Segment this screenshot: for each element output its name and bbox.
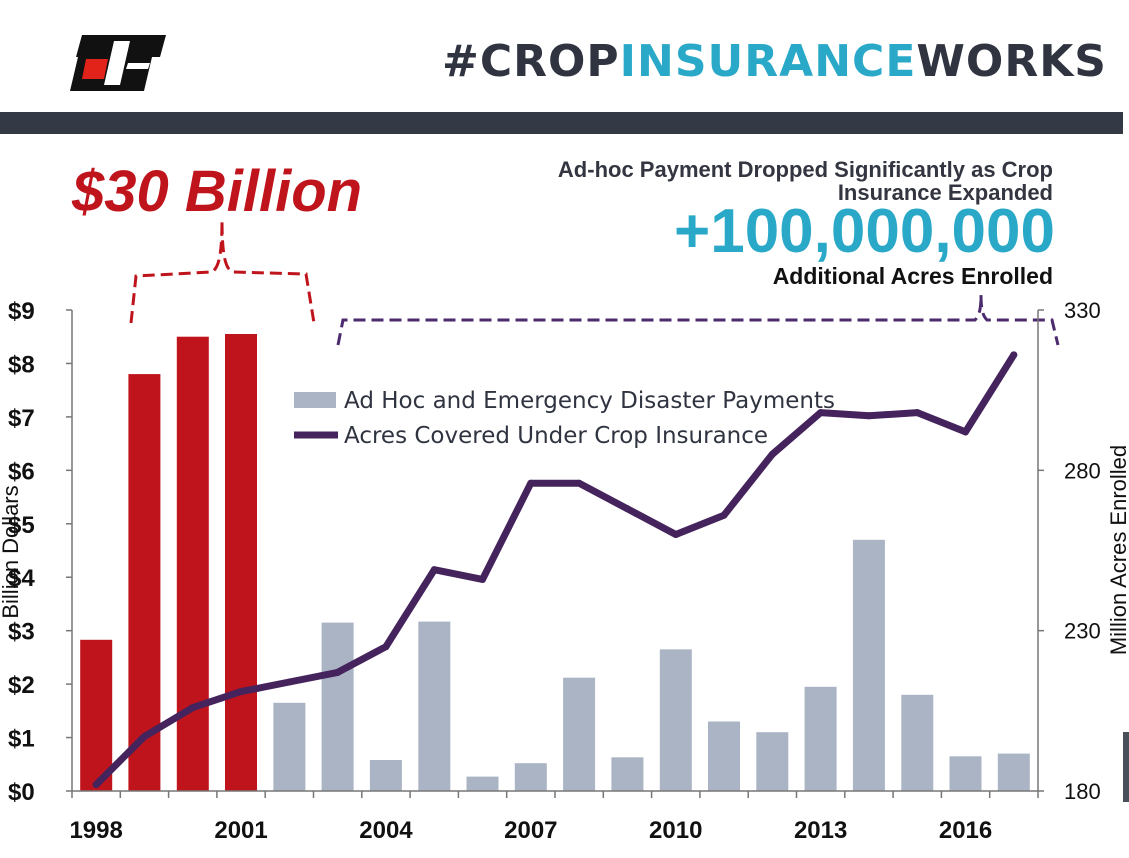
bar-2012 bbox=[756, 732, 789, 791]
y-tick-label: $6 bbox=[8, 458, 35, 485]
chart-subtitle: Ad-hoc Payment Dropped Significantly as … bbox=[557, 157, 1053, 205]
y-tick-label: $8 bbox=[8, 351, 35, 378]
farm-bureau-logo bbox=[68, 35, 168, 91]
purple-bracket bbox=[336, 294, 1060, 346]
x-tick-label: 2013 bbox=[794, 817, 847, 844]
acres-line bbox=[92, 351, 1018, 789]
bar-2017 bbox=[997, 753, 1030, 791]
x-tick-label: 1998 bbox=[69, 817, 122, 844]
y-tick-label: $4 bbox=[8, 565, 35, 592]
acres-point-2004 bbox=[382, 643, 390, 651]
acres-point-2017 bbox=[1010, 351, 1018, 359]
bar-2005 bbox=[418, 621, 451, 791]
header-divider-bar bbox=[0, 112, 1123, 134]
acres-point-2001 bbox=[237, 688, 245, 696]
y2-tick-label: 280 bbox=[1064, 458, 1101, 483]
crop-insurance-works-hashtag: #CROPINSURANCEWORKS bbox=[442, 36, 1107, 87]
ticks-layer: $0 $1 $2 $3 $4 $5 $6 $7 $8 $9 180 230 280 330 1998 2001… bbox=[8, 298, 1101, 844]
red-bracket bbox=[129, 219, 316, 324]
line-layer bbox=[92, 351, 1018, 789]
bar-2006 bbox=[466, 776, 499, 791]
bars-layer bbox=[80, 334, 1030, 791]
bar-2003 bbox=[321, 622, 354, 791]
acres-point-1999 bbox=[140, 733, 148, 740]
additional-acres-caption: Additional Acres Enrolled bbox=[772, 263, 1053, 289]
acres-point-2002 bbox=[285, 678, 293, 686]
bar-1998 bbox=[80, 639, 113, 791]
acres-point-2007 bbox=[527, 479, 535, 487]
bar-1999 bbox=[128, 374, 161, 791]
hashtag-part-crop: #CROP bbox=[441, 36, 620, 87]
acres-point-1998 bbox=[92, 781, 100, 789]
acres-point-2013 bbox=[817, 409, 825, 417]
y2-tick-label: 180 bbox=[1064, 779, 1101, 804]
acres-point-2005 bbox=[430, 566, 438, 574]
bar-2015 bbox=[901, 694, 934, 791]
bar-2004 bbox=[369, 760, 402, 791]
y-tick-label: $5 bbox=[8, 512, 35, 539]
x-tick-label: 2016 bbox=[939, 817, 992, 844]
total-payments-callout: $30 Billion bbox=[72, 159, 363, 224]
x-tick-label: 2001 bbox=[214, 817, 267, 844]
y-tick-label: $3 bbox=[8, 619, 35, 646]
bar-2013 bbox=[804, 686, 837, 791]
hashtag-part-insurance: INSURANCE bbox=[619, 36, 917, 87]
bar-2002 bbox=[273, 702, 306, 791]
bar-2016 bbox=[949, 756, 982, 791]
y-tick-label: $0 bbox=[8, 779, 35, 806]
legend-label-line: Acres Covered Under Crop Insurance bbox=[344, 423, 768, 449]
bar-2011 bbox=[708, 721, 740, 791]
bar-2014 bbox=[852, 539, 885, 791]
acres-point-2015 bbox=[913, 409, 921, 417]
legend: Ad Hoc and Emergency Disaster Payments A… bbox=[294, 388, 835, 449]
acres-point-2000 bbox=[189, 704, 197, 712]
bar-2007 bbox=[514, 763, 547, 791]
bar-2008 bbox=[563, 677, 596, 791]
acres-point-2016 bbox=[962, 428, 969, 436]
y-tick-label: $7 bbox=[8, 405, 35, 432]
acres-point-2009 bbox=[623, 505, 631, 513]
acres-point-2014 bbox=[865, 412, 873, 420]
y-tick-label: $2 bbox=[8, 672, 35, 699]
x-tick-label: 2007 bbox=[504, 817, 557, 844]
acres-point-2012 bbox=[768, 450, 776, 458]
fb-logo-icon bbox=[70, 35, 166, 91]
bar-2001 bbox=[225, 334, 257, 791]
hashtag-part-works: WORKS bbox=[916, 36, 1107, 87]
legend-swatch-bars bbox=[294, 392, 336, 408]
acres-point-2010 bbox=[672, 531, 680, 538]
axes-layer bbox=[71, 310, 1039, 792]
side-accent-bar bbox=[1123, 732, 1129, 802]
y-tick-label: $9 bbox=[8, 298, 35, 325]
bar-2010 bbox=[659, 649, 692, 791]
bar-2009 bbox=[611, 757, 644, 791]
bar-2000 bbox=[176, 336, 209, 791]
acres-point-2006 bbox=[479, 575, 486, 583]
y2-axis-label: Million Acres Enrolled bbox=[1106, 445, 1129, 655]
x-tick-label: 2004 bbox=[359, 817, 413, 844]
y2-tick-label: 330 bbox=[1064, 298, 1101, 323]
acres-point-2011 bbox=[720, 511, 728, 519]
acres-point-2008 bbox=[575, 479, 583, 487]
y-tick-label: $1 bbox=[8, 726, 35, 753]
y-axis-label: Billion Dollars bbox=[0, 485, 23, 618]
y2-tick-label: 230 bbox=[1064, 619, 1101, 644]
legend-label-bars: Ad Hoc and Emergency Disaster Payments bbox=[344, 388, 835, 414]
acres-point-2003 bbox=[334, 668, 342, 676]
x-tick-label: 2010 bbox=[649, 817, 702, 844]
additional-acres-number: +100,000,000 bbox=[674, 197, 1055, 266]
